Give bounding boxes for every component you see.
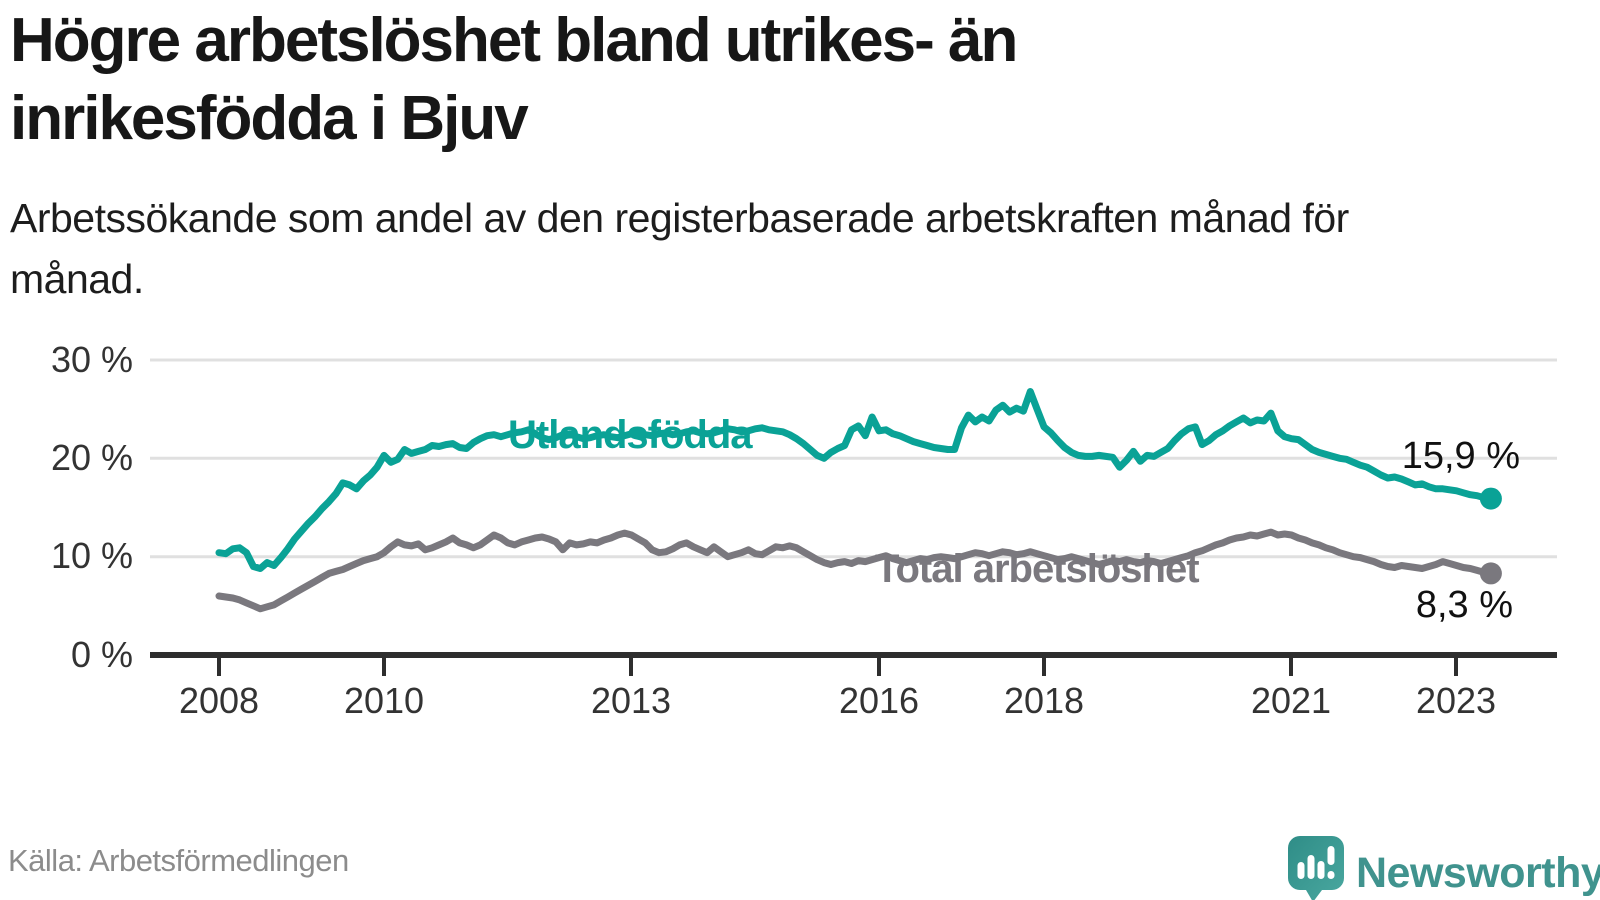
utlandsfodda-end-value: 15,9 % <box>1402 435 1520 477</box>
page-subtitle: Arbetssökande som andel av den registerb… <box>10 195 1349 302</box>
y-tick-10: 10 % <box>51 535 133 576</box>
y-tick-30: 30 % <box>51 339 133 380</box>
page-title: Högre arbetslöshet bland utrikes- än inr… <box>10 6 1018 153</box>
x-tick-2008: 2008 <box>179 680 259 721</box>
newsworthy-logo-icon <box>1288 836 1344 900</box>
x-tick-2010: 2010 <box>344 680 424 721</box>
utlandsfodda-label: Utlandsfödda <box>508 413 753 457</box>
y-tick-0: 0 % <box>71 634 133 675</box>
x-tick-2021: 2021 <box>1251 680 1331 721</box>
total-arbetsloshet-end-value: 8,3 % <box>1416 584 1513 626</box>
x-tick-2013: 2013 <box>591 680 671 721</box>
x-tick-2023: 2023 <box>1416 680 1496 721</box>
total-arbetsloshet-line <box>215 528 1495 613</box>
newsworthy-wordmark: Newsworthy <box>1356 849 1600 897</box>
y-tick-20: 20 % <box>51 437 133 478</box>
x-tick-2018: 2018 <box>1004 680 1084 721</box>
source-note: Källa: Arbetsförmedlingen <box>8 843 349 878</box>
total-arbetsloshet-end-dot <box>1479 562 1502 585</box>
utlandsfodda-end-dot <box>1479 487 1502 510</box>
total-arbetsloshet-label: Total arbetslöshet <box>875 547 1199 591</box>
utlandsfodda-line <box>215 388 1495 572</box>
x-tick-2016: 2016 <box>839 680 919 721</box>
x-axis-ticks <box>217 658 1458 676</box>
